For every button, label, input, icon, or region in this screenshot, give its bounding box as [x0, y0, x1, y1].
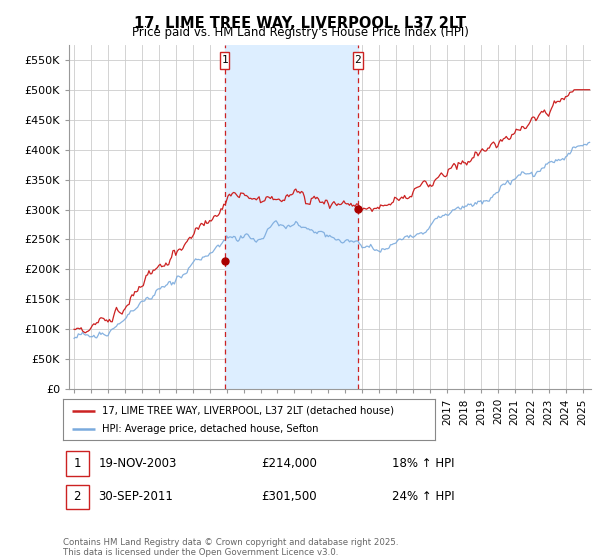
Text: 24% ↑ HPI: 24% ↑ HPI: [392, 491, 454, 503]
Text: HPI: Average price, detached house, Sefton: HPI: Average price, detached house, Seft…: [102, 424, 319, 434]
FancyBboxPatch shape: [220, 52, 229, 69]
Text: Price paid vs. HM Land Registry's House Price Index (HPI): Price paid vs. HM Land Registry's House …: [131, 26, 469, 39]
FancyBboxPatch shape: [65, 485, 89, 509]
Text: 18% ↑ HPI: 18% ↑ HPI: [392, 457, 454, 470]
Text: Contains HM Land Registry data © Crown copyright and database right 2025.
This d: Contains HM Land Registry data © Crown c…: [63, 538, 398, 557]
Text: £214,000: £214,000: [262, 457, 317, 470]
FancyBboxPatch shape: [353, 52, 362, 69]
Text: 19-NOV-2003: 19-NOV-2003: [98, 457, 177, 470]
Text: £301,500: £301,500: [262, 491, 317, 503]
FancyBboxPatch shape: [65, 451, 89, 475]
Text: 30-SEP-2011: 30-SEP-2011: [98, 491, 173, 503]
Text: 17, LIME TREE WAY, LIVERPOOL, L37 2LT: 17, LIME TREE WAY, LIVERPOOL, L37 2LT: [134, 16, 466, 31]
Text: 1: 1: [221, 55, 228, 66]
Text: 2: 2: [355, 55, 361, 66]
Text: 2: 2: [74, 491, 81, 503]
Text: 17, LIME TREE WAY, LIVERPOOL, L37 2LT (detached house): 17, LIME TREE WAY, LIVERPOOL, L37 2LT (d…: [102, 405, 394, 416]
Text: 1: 1: [74, 457, 81, 470]
Bar: [225, 45, 358, 389]
